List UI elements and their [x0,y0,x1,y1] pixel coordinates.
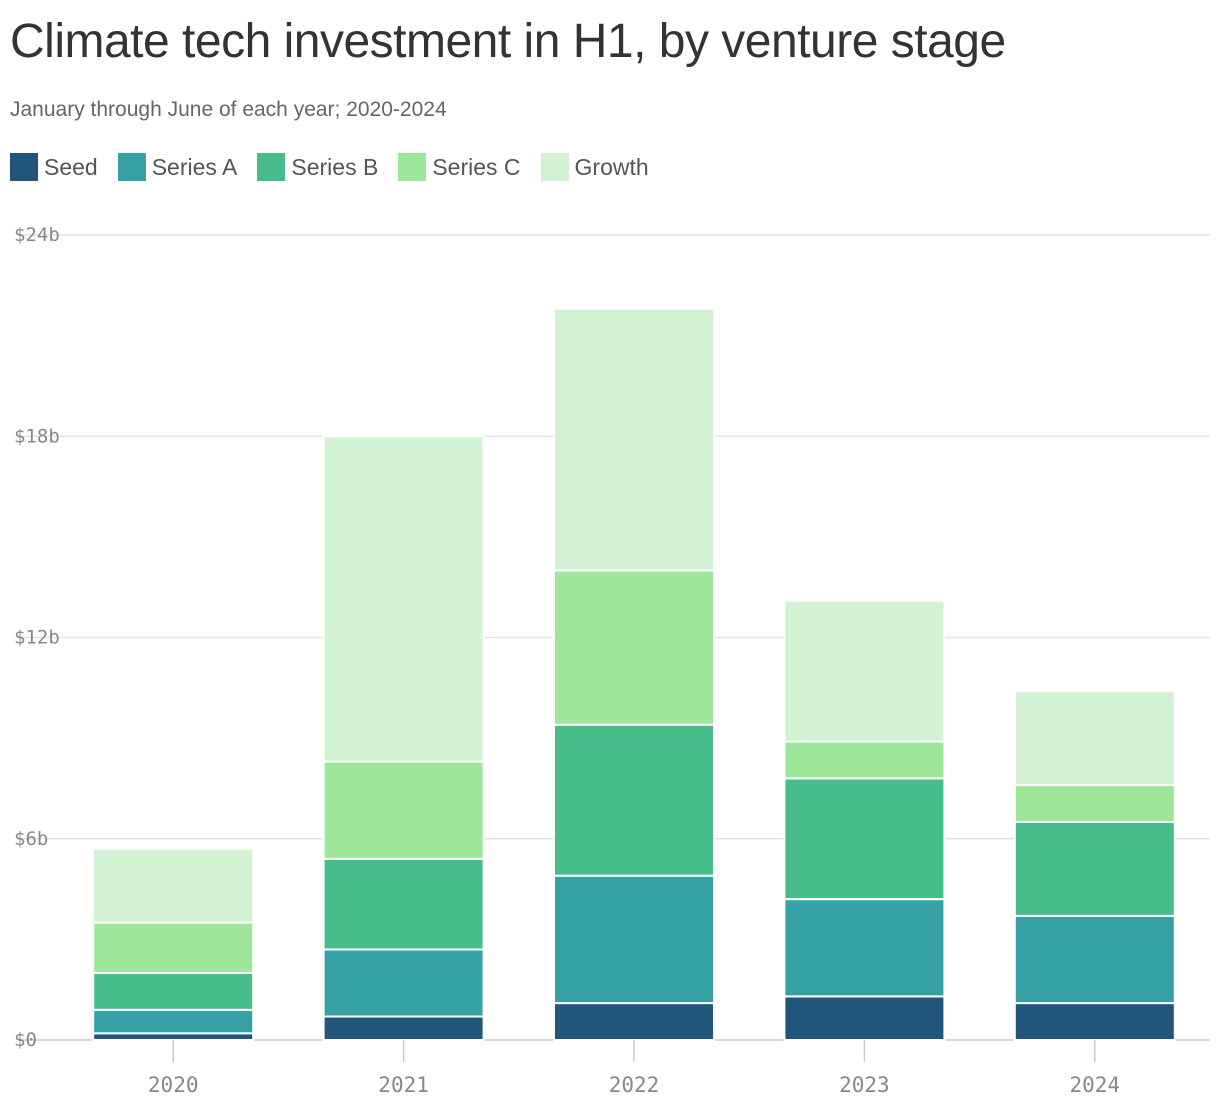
bar-2020-growth [92,847,255,924]
legend-item-series-c: Series C [398,153,521,181]
bar-2021-series-b [322,857,485,951]
x-tick-label-2021: 2021 [378,1073,429,1097]
legend-label-growth: Growth [574,153,649,180]
bar-2020-series-c [92,921,255,974]
bar-2023-series-c [783,740,946,780]
bar-2024-seed [1013,1002,1176,1042]
bar-2020-series-a [92,1008,255,1035]
y-tick-label-12: $12b [14,627,60,649]
legend-label-series-a: Series A [151,153,238,180]
legend-item-growth: Growth [540,153,649,181]
legend: Seed Series A Series B Series C Growth [10,153,669,181]
bar-2024-series-b [1013,820,1176,917]
bar-2020-series-b [92,971,255,1011]
legend-swatch-seed [10,153,38,181]
x-tick-label-2023: 2023 [839,1073,890,1097]
legend-item-series-a: Series A [117,153,238,181]
chart-title: Climate tech investment in H1, by ventur… [10,15,1006,68]
y-tick-label-24: $24b [14,224,60,246]
legend-swatch-growth [540,153,569,181]
chart-subtitle: January through June of each year; 2020-… [10,98,447,121]
bar-2024-growth [1013,690,1176,787]
x-tick-label-2020: 2020 [148,1073,199,1097]
bar-2021-series-c [322,760,485,860]
legend-item-seed: Seed [10,153,98,181]
bar-2022-growth [553,307,715,572]
bar-2023-series-b [783,777,946,901]
bar-2020-seed [92,1032,255,1041]
bar-2023-growth [783,599,946,743]
bar-2021-growth [322,435,485,763]
y-tick-label-6: $6b [14,828,48,850]
bar-2021-seed [322,1015,485,1041]
bar-2021-series-a [322,948,485,1018]
legend-label-series-c: Series C [432,153,521,180]
bar-2023-seed [783,995,946,1041]
legend-swatch-series-c [398,153,427,181]
y-tick-label-18: $18b [14,425,60,447]
bar-2022-series-a [553,874,715,1005]
legend-swatch-series-b [257,153,286,181]
legend-label-seed: Seed [44,153,98,180]
y-tick-label-0: $0 [14,1029,37,1051]
bar-2022-seed [553,1002,715,1042]
bar-2022-series-c [553,569,715,726]
bar-2024-series-c [1013,784,1176,823]
bar-2023-series-a [783,898,946,998]
legend-swatch-series-a [117,153,146,181]
bar-2024-series-a [1013,914,1176,1005]
legend-label-series-b: Series B [291,153,379,180]
bar-2022-series-b [553,723,715,877]
x-tick-label-2022: 2022 [609,1073,660,1097]
x-tick-label-2024: 2024 [1070,1073,1121,1097]
legend-item-series-b: Series B [257,153,378,181]
